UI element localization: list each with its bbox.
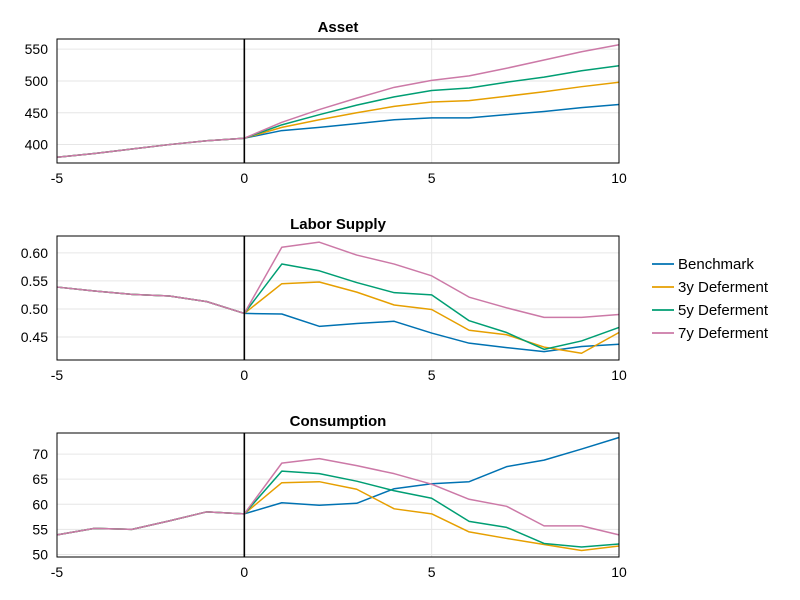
consumption-series-5y-deferment <box>56 470 620 548</box>
asset-y-tick-label: 550 <box>25 41 49 57</box>
consumption-series-7y-deferment <box>56 457 620 536</box>
consumption-y-tick-label: 65 <box>32 471 48 487</box>
labor-supply-x-tick-label: 0 <box>240 367 248 383</box>
panel-labor-supply-plot: -5 0 5 10 0.45 0.50 0.55 0.60 <box>21 235 627 383</box>
asset-x-tick-label: -5 <box>51 170 64 186</box>
asset-x-tick-label: 5 <box>428 170 436 186</box>
consumption-y-tick-label: 60 <box>32 496 48 512</box>
consumption-x-tick-label: 0 <box>240 564 248 580</box>
legend-label-benchmark: Benchmark <box>678 256 754 273</box>
panel-consumption: Consumption -5 0 5 10 50 55 60 65 70 <box>32 413 627 580</box>
panel-asset-plot: -5 0 5 10 400 450 500 550 <box>25 38 627 186</box>
panel-labor-supply-title: Labor Supply <box>290 216 386 233</box>
panel-asset: Asset -5 0 5 10 400 450 500 550 <box>25 19 627 186</box>
asset-series-7y-deferment <box>56 43 620 159</box>
consumption-y-tick-label: 50 <box>32 546 48 562</box>
labor-supply-series-benchmark <box>56 286 620 353</box>
consumption-axes-frame <box>56 432 620 558</box>
labor-supply-axes-frame <box>56 235 620 361</box>
labor-supply-x-tick-label: 5 <box>428 367 436 383</box>
legend-label-7y-deferment: 7y Deferment <box>678 325 769 342</box>
consumption-x-tick-label: 5 <box>428 564 436 580</box>
asset-y-tick-label: 500 <box>25 73 49 89</box>
labor-supply-x-tick-label: -5 <box>51 367 64 383</box>
labor-supply-y-tick-label: 0.60 <box>21 245 48 261</box>
labor-supply-y-tick-label: 0.55 <box>21 273 48 289</box>
asset-y-tick-label: 450 <box>25 105 49 121</box>
labor-supply-series-3y-deferment <box>56 281 620 355</box>
panel-asset-title: Asset <box>318 19 359 36</box>
consumption-x-tick-label: 10 <box>611 564 627 580</box>
panel-consumption-plot: -5 0 5 10 50 55 60 65 70 <box>32 432 627 580</box>
consumption-y-tick-label: 55 <box>32 521 48 537</box>
legend-label-5y-deferment: 5y Deferment <box>678 302 769 319</box>
asset-series-3y-deferment <box>56 81 620 159</box>
asset-y-tick-label: 400 <box>25 137 49 153</box>
panel-consumption-title: Consumption <box>290 413 387 430</box>
labor-supply-y-tick-label: 0.45 <box>21 329 48 345</box>
legend: Benchmark 3y Deferment 5y Deferment 7y D… <box>652 256 769 342</box>
asset-x-tick-label: 10 <box>611 170 627 186</box>
asset-axes-frame <box>56 38 620 164</box>
labor-supply-y-tick-label: 0.50 <box>21 301 48 317</box>
labor-supply-series-7y-deferment <box>56 241 620 319</box>
panel-labor-supply: Labor Supply -5 0 5 10 0.45 0.50 0.55 0.60 <box>21 216 627 383</box>
labor-supply-x-tick-label: 10 <box>611 367 627 383</box>
consumption-y-tick-label: 70 <box>32 446 48 462</box>
asset-series-5y-deferment <box>56 64 620 159</box>
asset-x-tick-label: 0 <box>240 170 248 186</box>
legend-label-3y-deferment: 3y Deferment <box>678 279 769 296</box>
consumption-x-tick-label: -5 <box>51 564 64 580</box>
